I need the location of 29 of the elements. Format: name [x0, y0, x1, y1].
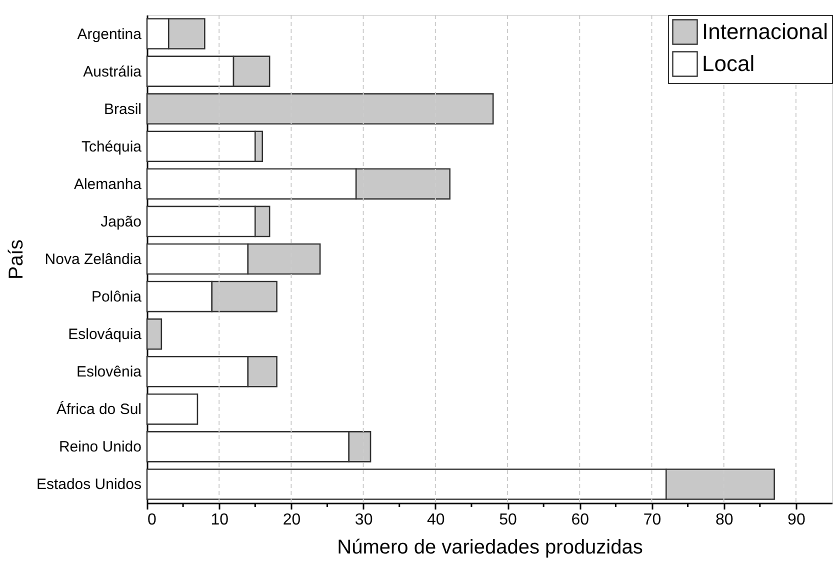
- bar: [146, 318, 162, 350]
- y-tick-label: Reino Unido: [58, 438, 142, 456]
- y-tick-label: Argentina: [77, 26, 142, 43]
- x-tick-label: 10: [210, 512, 229, 528]
- legend-label: Local: [702, 51, 755, 76]
- y-tick-label: Estados Unidos: [36, 476, 142, 494]
- legend-label: Internacional: [702, 19, 828, 44]
- x-tick-label: 60: [571, 512, 590, 528]
- y-tick-label: Eslovênia: [76, 364, 142, 381]
- y-tick-label: Tchéquia: [81, 138, 142, 156]
- x-axis-title: Número de variedades produzidas: [337, 536, 643, 558]
- x-tick-label: 40: [427, 512, 445, 528]
- y-tick-label: Nova Zelândia: [44, 251, 142, 268]
- x-tick-label: 90: [788, 512, 806, 528]
- x-tick-label: 80: [715, 512, 734, 528]
- y-tick-label: Brasil: [104, 100, 142, 118]
- x-tick-label: 70: [643, 512, 662, 528]
- bar: [146, 393, 198, 425]
- x-tick-label: 0: [148, 512, 156, 528]
- y-tick-label: Eslováquia: [68, 326, 142, 344]
- x-tick-label: 50: [499, 512, 518, 528]
- x-tick-label: 30: [354, 512, 373, 528]
- x-tick-label: 20: [282, 512, 301, 528]
- y-tick-label: Japão: [100, 213, 142, 230]
- y-tick-label: Polônia: [91, 288, 142, 306]
- y-tick-label: Austrália: [83, 63, 142, 80]
- y-tick-label: Alemanha: [74, 176, 142, 193]
- y-axis-title: País: [5, 239, 28, 280]
- y-tick-label: África do Sul: [56, 400, 142, 418]
